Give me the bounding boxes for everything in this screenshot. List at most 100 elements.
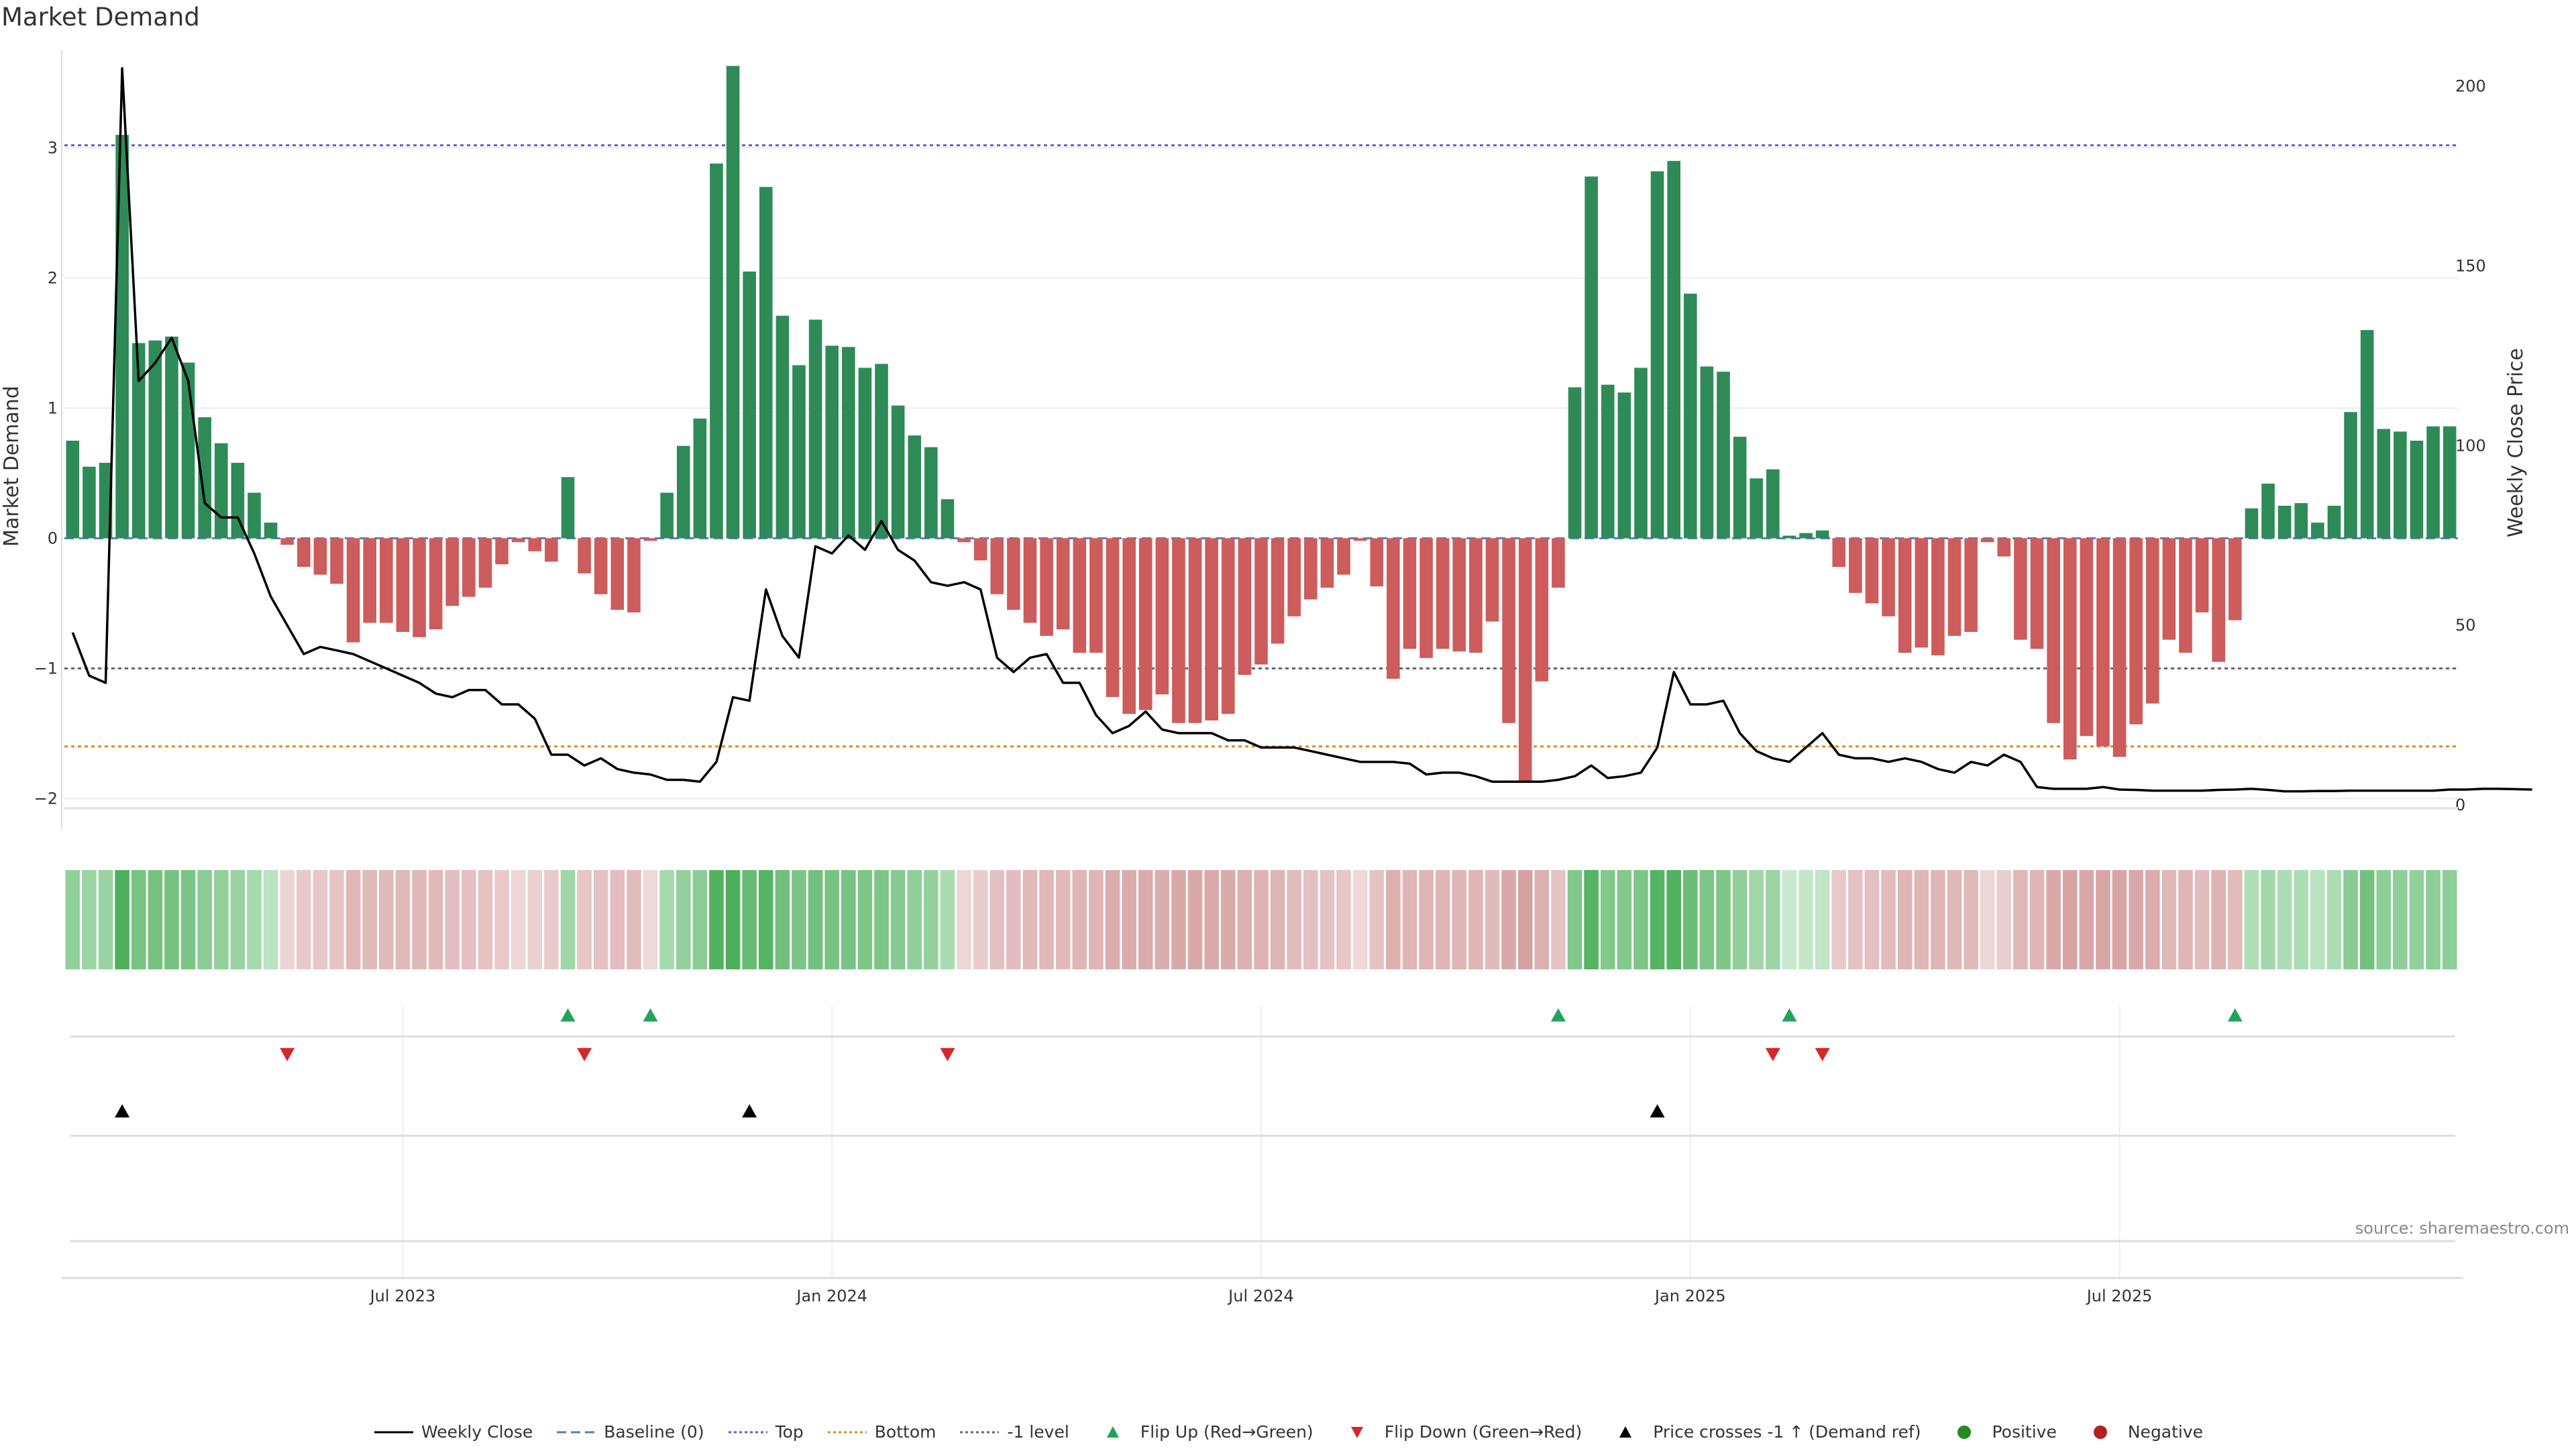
axes: Market Demand Weekly Close Price −2 −1 0 1 2… (0, 50, 2528, 1305)
heatmap-cell (1485, 870, 1500, 969)
demand-bar (1353, 538, 1367, 541)
demand-bar (2245, 508, 2259, 539)
heatmap-cell (1105, 870, 1120, 969)
heatmap-cell (180, 870, 196, 969)
demand-bar (2443, 426, 2457, 539)
heatmap-cell (1386, 870, 1401, 969)
legend-swatch-icon (374, 1431, 413, 1433)
heatmap-cell (230, 870, 246, 969)
heatmap-cell (379, 870, 394, 969)
heatmap-cell (2244, 870, 2259, 969)
heatmap-cell (1072, 870, 1087, 969)
y-left-tick-label: 0 (48, 529, 58, 547)
demand-bar (280, 538, 294, 545)
demand-bar (1535, 538, 1549, 682)
heatmap-cell (296, 870, 311, 969)
heatmap-cell (1864, 870, 1880, 969)
demand-bar (1238, 538, 1252, 676)
heatmap-cell (940, 870, 955, 969)
heatmap-cell (1006, 870, 1021, 969)
heatmap-cell (1336, 870, 1351, 969)
legend-label: Positive (1992, 1422, 2057, 1442)
flip-up-marker (643, 1008, 658, 1022)
demand-bar (1436, 538, 1450, 649)
demand-bar (842, 347, 855, 539)
heatmap-strip (65, 870, 2457, 969)
demand-bar (396, 538, 410, 633)
y-left-tick-label: 1 (48, 398, 58, 417)
heatmap-cell (1749, 870, 1764, 969)
flip-down-marker (577, 1048, 592, 1061)
demand-bar (2129, 538, 2143, 724)
demand-bar (1122, 538, 1136, 714)
heatmap-cell (792, 870, 806, 969)
heatmap-cell (1600, 870, 1615, 969)
demand-bar (1832, 538, 1846, 568)
heatmap-cell (2376, 870, 2392, 969)
heatmap-cell (2194, 870, 2210, 969)
heatmap-cell (1303, 870, 1318, 969)
heatmap-cell (1633, 870, 1648, 969)
heatmap-cell (1848, 870, 1863, 969)
source-note: source: sharemaestro.com (2355, 1219, 2569, 1238)
heatmap-cell (775, 870, 790, 969)
heatmap-cell (1452, 870, 1467, 969)
legend-swatch-icon (728, 1431, 767, 1433)
heatmap-cell (2442, 870, 2457, 969)
heatmap-cell (1287, 870, 1302, 969)
demand-bar (1865, 538, 1879, 604)
demand-bar (1782, 535, 1796, 539)
demand-bar (743, 271, 756, 539)
legend-swatch-icon (960, 1431, 1000, 1433)
chart-title: Market Demand (1, 3, 200, 32)
demand-bar (578, 538, 591, 574)
demand-bar (429, 538, 443, 630)
heatmap-cell (824, 870, 840, 969)
demand-bar (941, 499, 955, 539)
demand-bar (495, 538, 508, 565)
demand-bar (1750, 478, 1764, 539)
legend-label: Baseline (0) (604, 1422, 704, 1442)
heatmap-cell (1435, 870, 1450, 969)
heatmap-cell (1402, 870, 1417, 969)
heatmap-cell (263, 870, 278, 969)
demand-bar (1683, 293, 1697, 539)
heatmap-cell (1352, 870, 1368, 969)
demand-bar (297, 538, 311, 568)
heatmap-cell (1534, 870, 1550, 969)
heatmap-cell (758, 870, 773, 969)
demand-bar (1155, 538, 1169, 695)
demand-bar (2014, 538, 2027, 640)
y-right-tick-label: 200 (2455, 77, 2486, 96)
demand-bar (1799, 533, 1813, 539)
demand-bar (231, 462, 245, 539)
demand-bar (1271, 538, 1285, 644)
legend-label: Flip Up (Red→Green) (1140, 1422, 1313, 1442)
legend-item: Bottom (826, 1422, 936, 1442)
heatmap-cell (148, 870, 163, 969)
heatmap-cell (692, 870, 708, 969)
heatmap-cell (610, 870, 625, 969)
legend-label: -1 level (1007, 1422, 1069, 1442)
demand-bar (445, 538, 460, 606)
heatmap-cell (2359, 870, 2375, 969)
heatmap-cell (2343, 870, 2358, 969)
demand-bar (908, 435, 922, 539)
demand-bar (346, 538, 360, 643)
heatmap-cell (808, 870, 823, 969)
heatmap-cell (247, 870, 262, 969)
heatmap-cell (1567, 870, 1582, 969)
demand-bar (1089, 538, 1103, 653)
heatmap-cell (1931, 870, 1945, 969)
heatmap-cell (1155, 870, 1170, 969)
heatmap-cell (2310, 870, 2325, 969)
heatmap-cell (462, 870, 476, 969)
demand-bar (875, 364, 888, 539)
demand-bar (1700, 366, 1714, 539)
price-cross-marker (742, 1104, 757, 1118)
demand-bar (1898, 538, 1912, 653)
heatmap-cell (1089, 870, 1104, 969)
demand-bar (1040, 538, 1053, 636)
heatmap-cell (1732, 870, 1748, 969)
